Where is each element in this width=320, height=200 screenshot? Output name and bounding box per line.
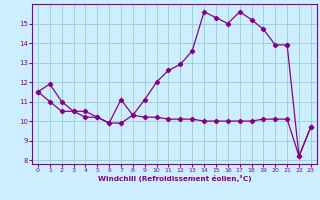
X-axis label: Windchill (Refroidissement éolien,°C): Windchill (Refroidissement éolien,°C) <box>98 175 251 182</box>
